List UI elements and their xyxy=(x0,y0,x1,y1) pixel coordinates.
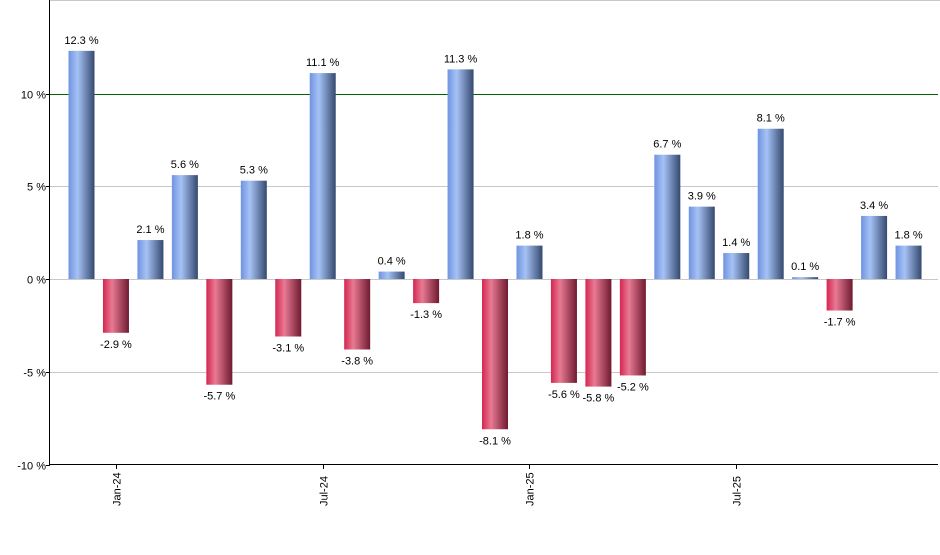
data-label: -5.8 % xyxy=(583,393,615,405)
y-tick-label: 10 % xyxy=(21,90,46,102)
bar-Oct-24 xyxy=(413,279,440,304)
bar-Mar-24 xyxy=(171,175,198,279)
x-tick-label: Jan-25 xyxy=(525,472,537,506)
bar-Oct-25 xyxy=(826,279,853,311)
data-label: 0.4 % xyxy=(378,256,406,268)
bar-Apr-25 xyxy=(619,279,646,376)
data-label: 11.3 % xyxy=(444,53,478,65)
bar-Jan-24 xyxy=(102,279,129,333)
bar-Sep-24 xyxy=(378,271,405,279)
data-label: -8.1 % xyxy=(479,435,511,447)
data-label: 2.1 % xyxy=(136,224,164,236)
y-tick-label: -5 % xyxy=(23,368,46,380)
bar-Dec-25 xyxy=(895,245,922,279)
data-label: 1.8 % xyxy=(515,230,543,242)
y-tick-label: 5 % xyxy=(27,182,46,194)
bar-Apr-24 xyxy=(206,279,233,385)
bar-Dec-23 xyxy=(68,50,95,280)
bar-Sep-25 xyxy=(792,277,819,279)
data-label: 12.3 % xyxy=(64,35,98,47)
y-tick-label: -10 % xyxy=(17,461,46,473)
bar-Dec-24 xyxy=(482,279,509,430)
data-label: -5.7 % xyxy=(203,391,235,403)
bar-Mar-25 xyxy=(585,279,612,387)
x-tick-label: Jul-25 xyxy=(732,476,744,506)
data-label: 5.6 % xyxy=(171,159,199,171)
bar-Jun-24 xyxy=(275,279,302,337)
data-label: -3.8 % xyxy=(341,355,373,367)
data-label: 6.7 % xyxy=(653,139,681,151)
bar-Aug-24 xyxy=(344,279,371,350)
bar-Feb-25 xyxy=(550,279,577,383)
bar-Jan-25 xyxy=(516,245,543,279)
data-label: -5.2 % xyxy=(617,381,649,393)
data-label: 1.8 % xyxy=(894,230,922,242)
bar-Jul-24 xyxy=(309,73,336,279)
data-label: 8.1 % xyxy=(757,113,785,125)
data-label: -1.3 % xyxy=(410,309,442,321)
bar-Nov-25 xyxy=(861,215,888,279)
data-label: -1.7 % xyxy=(824,317,856,329)
bar-Jun-25 xyxy=(688,206,715,279)
data-label: 1.4 % xyxy=(722,237,750,249)
bar-Aug-25 xyxy=(757,128,784,279)
data-label: 0.1 % xyxy=(791,261,819,273)
bar-Feb-24 xyxy=(137,240,164,279)
x-tick-label: Jul-24 xyxy=(319,476,331,506)
bar-May-25 xyxy=(654,154,681,279)
x-tick-label: Jan-24 xyxy=(112,472,124,506)
bar-May-24 xyxy=(240,180,267,279)
y-tick-label: 0 % xyxy=(27,275,46,287)
bar-Nov-24 xyxy=(447,69,474,279)
data-label: -3.1 % xyxy=(272,343,304,355)
data-label: 5.3 % xyxy=(240,165,268,177)
data-label: 11.1 % xyxy=(306,57,340,69)
bar-Jul-25 xyxy=(723,253,750,279)
data-label: 3.4 % xyxy=(860,200,888,212)
data-label: -5.6 % xyxy=(548,389,580,401)
data-label: 3.9 % xyxy=(688,191,716,203)
data-label: -2.9 % xyxy=(100,339,132,351)
